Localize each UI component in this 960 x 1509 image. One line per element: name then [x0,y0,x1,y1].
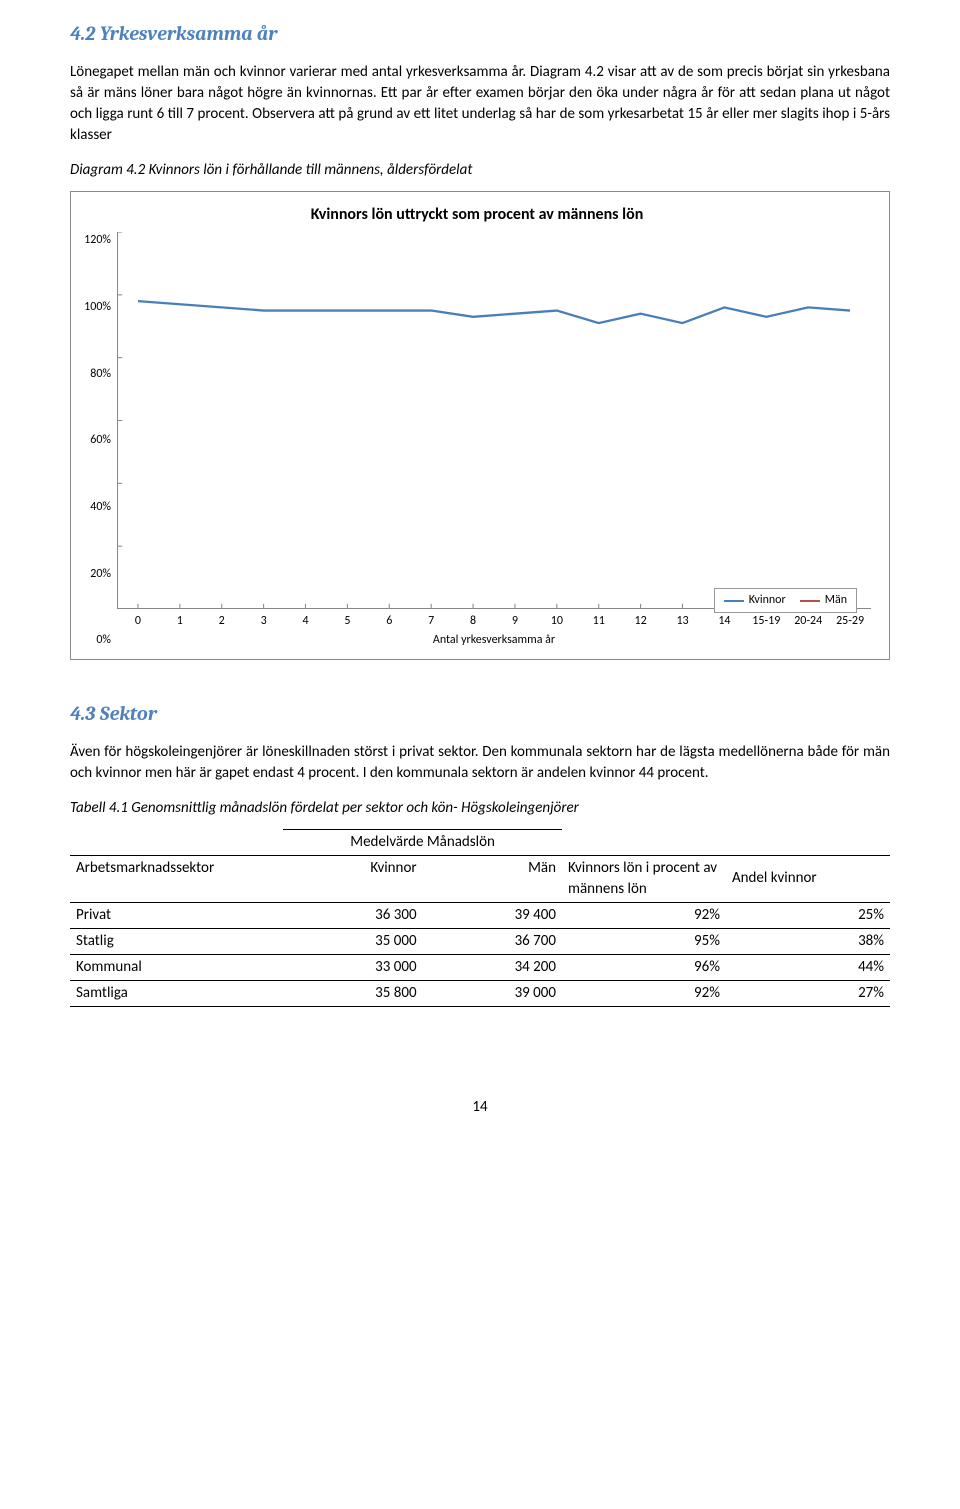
chart-x-tick: 13 [662,613,704,630]
table-header-cell: Andel kvinnor [726,855,890,902]
table-cell: 95% [562,928,726,954]
chart-x-tick: 2 [201,613,243,630]
table-cell: 35 000 [283,928,422,954]
chart-y-tick: 20% [83,566,111,583]
table-cell: 36 700 [423,928,562,954]
table-header-cell: Kvinnor [283,855,422,902]
table-superheader: Medelvärde Månadslön [283,829,562,855]
table-header-row: ArbetsmarknadssektorKvinnorMänKvinnors l… [70,855,890,902]
chart-x-tick: 3 [243,613,285,630]
section42-paragraph: Lönegapet mellan män och kvinnor variera… [70,62,890,146]
chart-x-tick: 12 [620,613,662,630]
table-cell: 36 300 [283,902,422,928]
legend-swatch-man [800,600,820,602]
table-cell: 96% [562,954,726,980]
table-superheader-row: Medelvärde Månadslön [70,829,890,855]
chart-x-tick: 15-19 [745,613,787,630]
table-row: Samtliga35 80039 00092%27% [70,980,890,1006]
chart-title: Kvinnors lön uttryckt som procent av män… [83,204,871,226]
chart-x-tick: 25-29 [829,613,871,630]
table-cell: 38% [726,928,890,954]
chart-y-tick: 0% [83,632,111,649]
chart-x-tick: 4 [285,613,327,630]
chart-x-tick: 5 [326,613,368,630]
legend-label-man: Män [825,592,847,609]
table-header-cell: Män [423,855,562,902]
table-row: Privat36 30039 40092%25% [70,902,890,928]
chart-y-tick: 60% [83,432,111,449]
legend-man: Män [800,592,847,609]
table-cell: 33 000 [283,954,422,980]
table-row: Statlig35 00036 70095%38% [70,928,890,954]
chart-x-tick: 0 [117,613,159,630]
table-cell: 92% [562,902,726,928]
chart-x-tick: 6 [368,613,410,630]
chart-y-tick: 80% [83,366,111,383]
chart-y-axis: 120% 100% 80% 60% 40% 20% 0% [83,232,117,649]
table-cell: 34 200 [423,954,562,980]
table-cell: 92% [562,980,726,1006]
section43-paragraph: Även för högskoleingenjörer är löneskill… [70,742,890,784]
chart-x-tick: 9 [494,613,536,630]
table-header-cell: Arbetsmarknadssektor [70,855,283,902]
line-chart: Kvinnors lön uttryckt som procent av män… [70,191,890,660]
table-cell: 39 000 [423,980,562,1006]
page-number: 14 [70,1097,890,1118]
table-cell: 44% [726,954,890,980]
table-cell: Statlig [70,928,283,954]
chart-legend: Kvinnor Män [714,588,857,613]
salary-table: Medelvärde MånadslönArbetsmarknadssektor… [70,829,890,1007]
chart-x-label: Antal yrkesverksamma år [117,632,871,649]
table-cell: 25% [726,902,890,928]
chart-x-tick: 1 [159,613,201,630]
table-cell: 35 800 [283,980,422,1006]
section-heading-43: 4.3 Sektor [70,700,890,728]
chart-x-tick: 10 [536,613,578,630]
table-cell: Kommunal [70,954,283,980]
table-cell: 39 400 [423,902,562,928]
table-row: Kommunal33 00034 20096%44% [70,954,890,980]
table-caption: Tabell 4.1 Genomsnittlig månadslön förde… [70,798,890,819]
chart-x-tick: 11 [578,613,620,630]
chart-x-axis: 0123456789101112131415-1920-2425-29 [117,613,871,630]
chart-x-tick: 7 [410,613,452,630]
chart-y-tick: 40% [83,499,111,516]
chart-plot-area [117,232,871,609]
table-cell: Privat [70,902,283,928]
chart-x-tick: 8 [452,613,494,630]
table-header-cell: Kvinnors lön i procent av männens lön [562,855,726,902]
legend-kvinnor: Kvinnor [724,592,786,609]
chart-x-tick: 20-24 [787,613,829,630]
table-cell: Samtliga [70,980,283,1006]
legend-label-kvinnor: Kvinnor [749,592,786,609]
chart-x-tick: 14 [703,613,745,630]
legend-swatch-kvinnor [724,600,744,602]
diagram-caption: Diagram 4.2 Kvinnors lön i förhållande t… [70,160,890,181]
table-cell: 27% [726,980,890,1006]
section-heading-42: 4.2 Yrkesverksamma år [70,20,890,48]
chart-y-tick: 120% [83,232,111,249]
chart-y-tick: 100% [83,299,111,316]
